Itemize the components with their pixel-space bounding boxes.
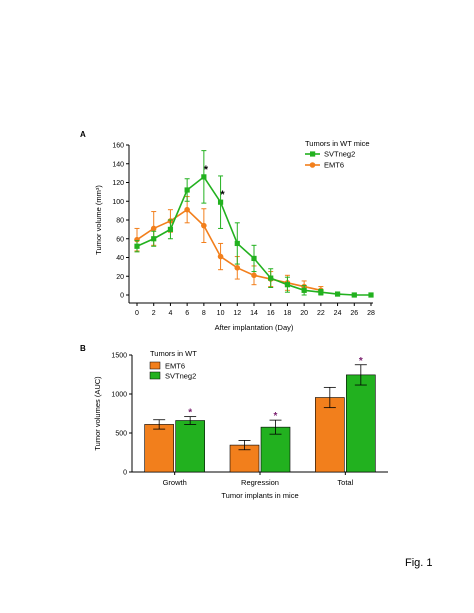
data-point-svtneg2 [251, 255, 257, 262]
panel-a-x-tick-label: 14 [250, 310, 258, 317]
data-point-svtneg2 [318, 289, 324, 295]
panel-a-x-tick-label: 20 [300, 310, 308, 317]
panel-a-x-axis-title: After implantation (Day) [215, 323, 294, 332]
panel-a-x-tick-label: 10 [217, 310, 225, 317]
panel-a-x-tick-label: 18 [284, 310, 292, 317]
bar-emt6 [144, 424, 174, 473]
significance-star: * [359, 356, 363, 367]
panel-a-y-tick-label: 160 [112, 143, 124, 150]
panel-b-category-label: Growth [163, 478, 187, 487]
legend-swatch-emt6 [149, 361, 161, 370]
legend-label-emt6: EMT6 [165, 362, 185, 371]
panel-a-x-tick-label: 6 [185, 310, 189, 317]
panel-a-x-tick-label: 24 [334, 310, 342, 317]
data-point-svtneg2 [151, 236, 157, 242]
data-point-emt6 [234, 265, 241, 271]
significance-star: * [274, 411, 278, 422]
bar-svtneg2 [346, 374, 376, 473]
data-point-emt6 [217, 253, 224, 260]
panel-a-x-tick-label: 4 [168, 310, 172, 317]
panel-a-y-tick-label: 0 [120, 293, 124, 300]
figure-label: Fig. 1 [405, 557, 433, 569]
panel-a-x-tick-label: 8 [202, 310, 206, 317]
significance-star: * [188, 408, 192, 419]
panel-b-y-tick-label: 0 [123, 470, 127, 477]
data-point-svtneg2 [134, 243, 140, 249]
data-point-emt6 [150, 225, 157, 232]
panel-b-legend-title: Tumors in WT [150, 349, 197, 358]
data-point-svtneg2 [284, 282, 291, 288]
panel-a-y-tick-label: 120 [112, 180, 124, 187]
panel-a-x-tick-label: 26 [350, 310, 358, 317]
panel-a-y-tick-label: 80 [116, 218, 124, 225]
bar-emt6 [315, 397, 345, 473]
data-point-svtneg2 [368, 292, 374, 298]
significance-star: * [204, 164, 209, 176]
panel-a-x-tick-label: 16 [267, 310, 275, 317]
panel-b-category-label: Total [337, 478, 353, 487]
data-point-emt6 [201, 222, 207, 229]
data-point-emt6 [184, 206, 190, 213]
legend-label-emt6: EMT6 [324, 161, 344, 170]
series-line-emt6 [136, 208, 322, 292]
panel-b-label: B [80, 344, 86, 353]
data-point-svtneg2 [217, 199, 224, 205]
panel-a-x-tick-label: 22 [317, 310, 325, 317]
panel-a-y-tick-label: 60 [116, 236, 124, 243]
data-point-svtneg2 [234, 240, 240, 247]
panel-a-y-tick-label: 140 [112, 161, 124, 168]
legend-marker-svtneg2 [310, 151, 316, 157]
panel-b-y-tick-label: 1500 [111, 353, 127, 360]
data-point-svtneg2 [334, 291, 341, 297]
panel-b-x-axis-title: Tumor implants in mice [221, 491, 298, 500]
panel-a-y-tick-label: 40 [116, 255, 124, 262]
panel-a-y-tick-label: 100 [112, 199, 124, 206]
legend-marker-emt6 [309, 162, 316, 168]
panel-a-label: A [80, 130, 86, 139]
panel-b-y-axis-title: Tumor volumes (AUC) [93, 376, 102, 451]
data-point-svtneg2 [351, 292, 357, 298]
panel-a-x-tick-label: 0 [135, 310, 139, 317]
bar-svtneg2 [175, 420, 205, 473]
panel-b-y-tick-label: 1000 [111, 392, 127, 399]
significance-star: * [220, 189, 225, 201]
panel-a-x-tick-label: 12 [233, 310, 241, 317]
data-point-emt6 [251, 272, 257, 279]
panel-a-legend-title: Tumors in WT mice [305, 139, 370, 148]
data-point-svtneg2 [201, 174, 207, 180]
panel-a-x-tick-label: 28 [367, 310, 375, 317]
panel-a-y-tick-label: 20 [116, 274, 124, 281]
legend-label-svtneg2: SVTneg2 [324, 150, 355, 159]
data-point-svtneg2 [167, 226, 174, 232]
panel-b-y-tick-label: 500 [115, 431, 127, 438]
legend-swatch-svtneg2 [149, 371, 161, 380]
legend-label-svtneg2: SVTneg2 [165, 372, 196, 381]
panel-a-y-axis-title: Tumor volume (mm³) [94, 185, 103, 255]
data-point-svtneg2 [184, 187, 190, 193]
bar-svtneg2 [260, 426, 291, 473]
data-point-svtneg2 [268, 275, 274, 281]
data-point-svtneg2 [301, 287, 307, 293]
panel-a-x-tick-label: 2 [152, 310, 156, 317]
panel-b-category-label: Regression [241, 478, 279, 487]
